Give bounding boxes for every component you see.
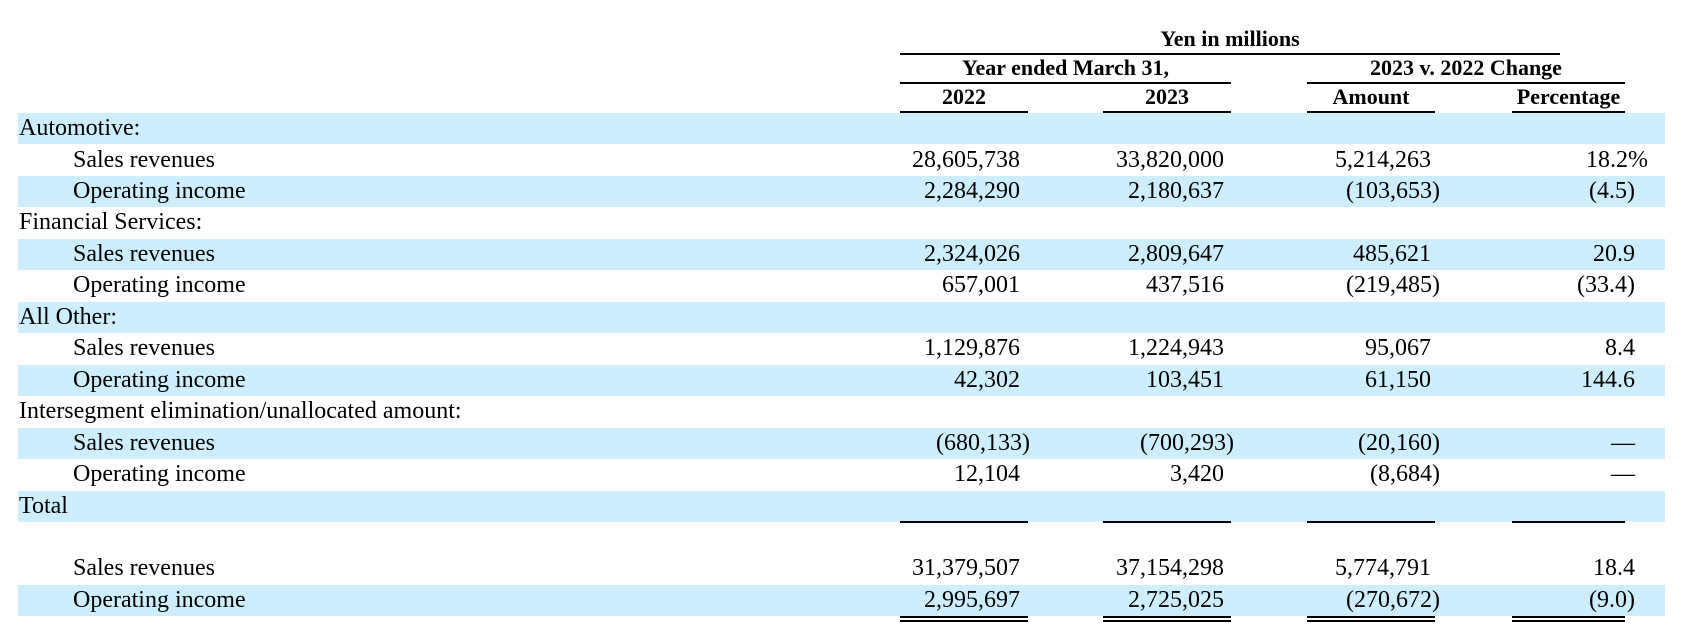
row-label: Sales revenues bbox=[73, 430, 215, 456]
cell-amount: (20,160) bbox=[1358, 430, 1440, 456]
row-label: Operating income bbox=[73, 178, 246, 204]
cell-amount: (270,672) bbox=[1346, 587, 1440, 613]
col-percentage-underline bbox=[1512, 111, 1625, 113]
cell-2022: 1,129,876 bbox=[924, 335, 1020, 361]
total-double-rule bbox=[1103, 616, 1231, 622]
col-2023-header: 2023 bbox=[1145, 84, 1189, 109]
year-ended-header: Year ended March 31, bbox=[962, 55, 1169, 80]
row-label: Sales revenues bbox=[73, 335, 215, 361]
cell-percentage: 18.2% bbox=[1586, 147, 1648, 173]
cell-2023: 2,180,637 bbox=[1128, 178, 1224, 204]
cell-amount: 95,067 bbox=[1365, 335, 1431, 361]
cell-percentage: — bbox=[1611, 461, 1635, 487]
row-label: Sales revenues bbox=[73, 147, 215, 173]
col-2022-header: 2022 bbox=[942, 84, 986, 109]
cell-2023: 37,154,298 bbox=[1116, 555, 1224, 581]
cell-percentage: 20.9 bbox=[1593, 241, 1635, 267]
row-band bbox=[18, 113, 1665, 144]
cell-amount: 5,774,791 bbox=[1335, 555, 1431, 581]
row-label: Operating income bbox=[73, 587, 246, 613]
cell-percentage: 144.6 bbox=[1581, 367, 1635, 393]
total-double-rule bbox=[1307, 616, 1435, 622]
cell-2023: 2,809,647 bbox=[1128, 241, 1224, 267]
category-label: All Other: bbox=[19, 304, 117, 330]
cell-amount: (219,485) bbox=[1346, 272, 1440, 298]
cell-percentage: 8.4 bbox=[1605, 335, 1635, 361]
cell-2022: 31,379,507 bbox=[912, 555, 1020, 581]
cell-2022: 2,324,026 bbox=[924, 241, 1020, 267]
cell-percentage: 18.4 bbox=[1593, 555, 1635, 581]
cell-2022: (680,133) bbox=[936, 430, 1030, 456]
total-double-rule bbox=[900, 616, 1028, 622]
category-label: Automotive: bbox=[19, 115, 141, 141]
cell-2023: 103,451 bbox=[1146, 367, 1224, 393]
cell-percentage: (4.5) bbox=[1589, 178, 1635, 204]
cell-2023: (700,293) bbox=[1140, 430, 1234, 456]
cell-amount: (8,684) bbox=[1370, 461, 1440, 487]
cell-2022: 42,302 bbox=[954, 367, 1020, 393]
row-band bbox=[18, 365, 1665, 396]
cell-percentage: — bbox=[1611, 430, 1635, 456]
row-label: Operating income bbox=[73, 367, 246, 393]
row-label: Operating income bbox=[73, 461, 246, 487]
change-underline bbox=[1307, 82, 1625, 84]
row-band bbox=[18, 491, 1665, 522]
subtotal-rule bbox=[1103, 521, 1231, 523]
row-band bbox=[18, 239, 1665, 270]
col-amount-header: Amount bbox=[1332, 84, 1410, 109]
row-label: Sales revenues bbox=[73, 241, 215, 267]
change-header: 2023 v. 2022 Change bbox=[1370, 55, 1562, 80]
cell-percentage: (9.0) bbox=[1589, 587, 1635, 613]
cell-2023: 1,224,943 bbox=[1128, 335, 1224, 361]
col-percentage-header: Percentage bbox=[1516, 84, 1621, 109]
cell-amount: (103,653) bbox=[1346, 178, 1440, 204]
year-ended-underline bbox=[900, 82, 1231, 84]
category-label: Financial Services: bbox=[19, 209, 203, 235]
cell-2023: 3,420 bbox=[1170, 461, 1224, 487]
cell-2023: 33,820,000 bbox=[1116, 147, 1224, 173]
cell-amount: 5,214,263 bbox=[1335, 147, 1431, 173]
cell-2022: 28,605,738 bbox=[912, 147, 1020, 173]
category-label: Intersegment elimination/unallocated amo… bbox=[19, 398, 462, 424]
cell-2022: 12,104 bbox=[954, 461, 1020, 487]
subtotal-rule bbox=[1307, 521, 1435, 523]
row-band bbox=[18, 585, 1665, 616]
cell-2023: 437,516 bbox=[1146, 272, 1224, 298]
cell-amount: 61,150 bbox=[1365, 367, 1431, 393]
row-band bbox=[18, 302, 1665, 333]
col-2022-underline bbox=[900, 111, 1028, 113]
row-band bbox=[18, 428, 1665, 459]
units-header: Yen in millions bbox=[1160, 26, 1300, 51]
cell-percentage: (33.4) bbox=[1577, 272, 1635, 298]
cell-2022: 2,284,290 bbox=[924, 178, 1020, 204]
subtotal-rule bbox=[900, 521, 1028, 523]
col-amount-underline bbox=[1307, 111, 1435, 113]
row-label: Sales revenues bbox=[73, 555, 215, 581]
cell-2023: 2,725,025 bbox=[1128, 587, 1224, 613]
row-label: Operating income bbox=[73, 272, 246, 298]
cell-amount: 485,621 bbox=[1353, 241, 1431, 267]
cell-2022: 657,001 bbox=[942, 272, 1020, 298]
col-2023-underline bbox=[1103, 111, 1231, 113]
total-double-rule bbox=[1512, 616, 1625, 622]
cell-2022: 2,995,697 bbox=[924, 587, 1020, 613]
category-label: Total bbox=[19, 493, 68, 519]
units-underline bbox=[900, 53, 1560, 55]
row-band bbox=[18, 176, 1665, 207]
subtotal-rule bbox=[1512, 521, 1625, 523]
